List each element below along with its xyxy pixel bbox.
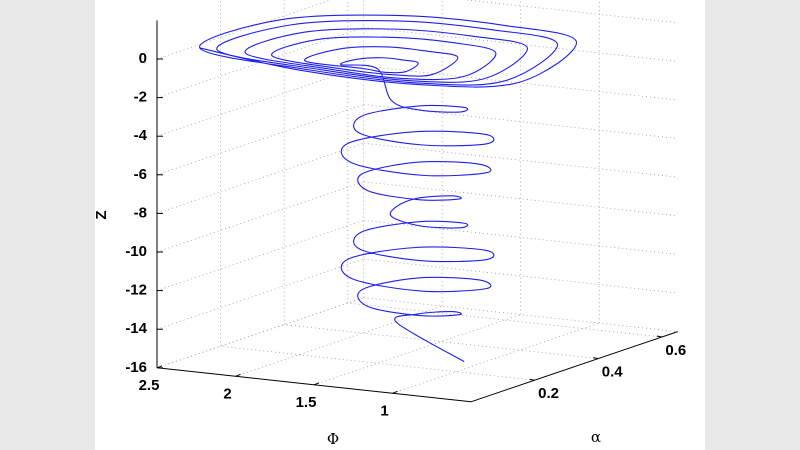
z-tick-label: -6 (134, 166, 147, 183)
grid-line (156, 220, 364, 291)
trajectory-line (199, 14, 577, 363)
x-axis-label: Φ (327, 430, 339, 448)
y-tick-label: 0.2 (538, 385, 559, 402)
z-tick-label: -2 (134, 89, 147, 106)
grid-line (363, 220, 678, 255)
x-tick-label: 2 (223, 385, 231, 402)
y-tick (593, 357, 599, 360)
x-tick (156, 365, 163, 369)
y-tick-label: 0.6 (665, 342, 686, 359)
grid-line (284, 324, 599, 359)
grid-line (363, 181, 678, 217)
grid-line (363, 104, 678, 139)
plot-background (95, 0, 705, 450)
y-tick-label: 0.4 (602, 364, 624, 381)
y-axis-label: α (591, 428, 601, 446)
grid-line (392, 322, 600, 394)
grid-line (363, 142, 678, 178)
x-tick-label: 2.5 (139, 377, 160, 394)
grid-line (156, 297, 364, 369)
y-tick (529, 378, 535, 381)
y-axis (470, 331, 678, 403)
grid-line (156, 104, 364, 176)
grid-line (156, 0, 332, 60)
x-tick-label: 1 (380, 402, 388, 419)
z-tick-label: 0 (139, 50, 147, 67)
grid-line (363, 27, 678, 62)
z-tick-label: -14 (125, 320, 147, 337)
grid-line (313, 314, 521, 386)
grid-line (363, 297, 678, 332)
x-tick (313, 382, 320, 386)
grid-line (363, 65, 678, 101)
z-tick-label: -4 (134, 127, 148, 144)
grid-line (347, 302, 662, 338)
z-tick-label: -8 (134, 204, 147, 221)
z-axis-label: Z (93, 210, 110, 219)
x-tick-label: 1.5 (296, 394, 317, 411)
y-tick (656, 335, 662, 338)
x-tick (235, 373, 241, 377)
grid-line (220, 345, 535, 381)
grid-line (156, 258, 364, 330)
z-tick-label: -12 (125, 282, 147, 299)
z-tick-label: -16 (125, 359, 147, 376)
x-tick (392, 390, 398, 394)
grid-line (156, 142, 364, 214)
z-tick-label: -10 (125, 243, 147, 260)
grid-line (363, 258, 678, 294)
grid-line (156, 181, 364, 253)
grid-line (156, 27, 364, 98)
grid-line (235, 305, 443, 377)
grid-line (156, 65, 364, 137)
